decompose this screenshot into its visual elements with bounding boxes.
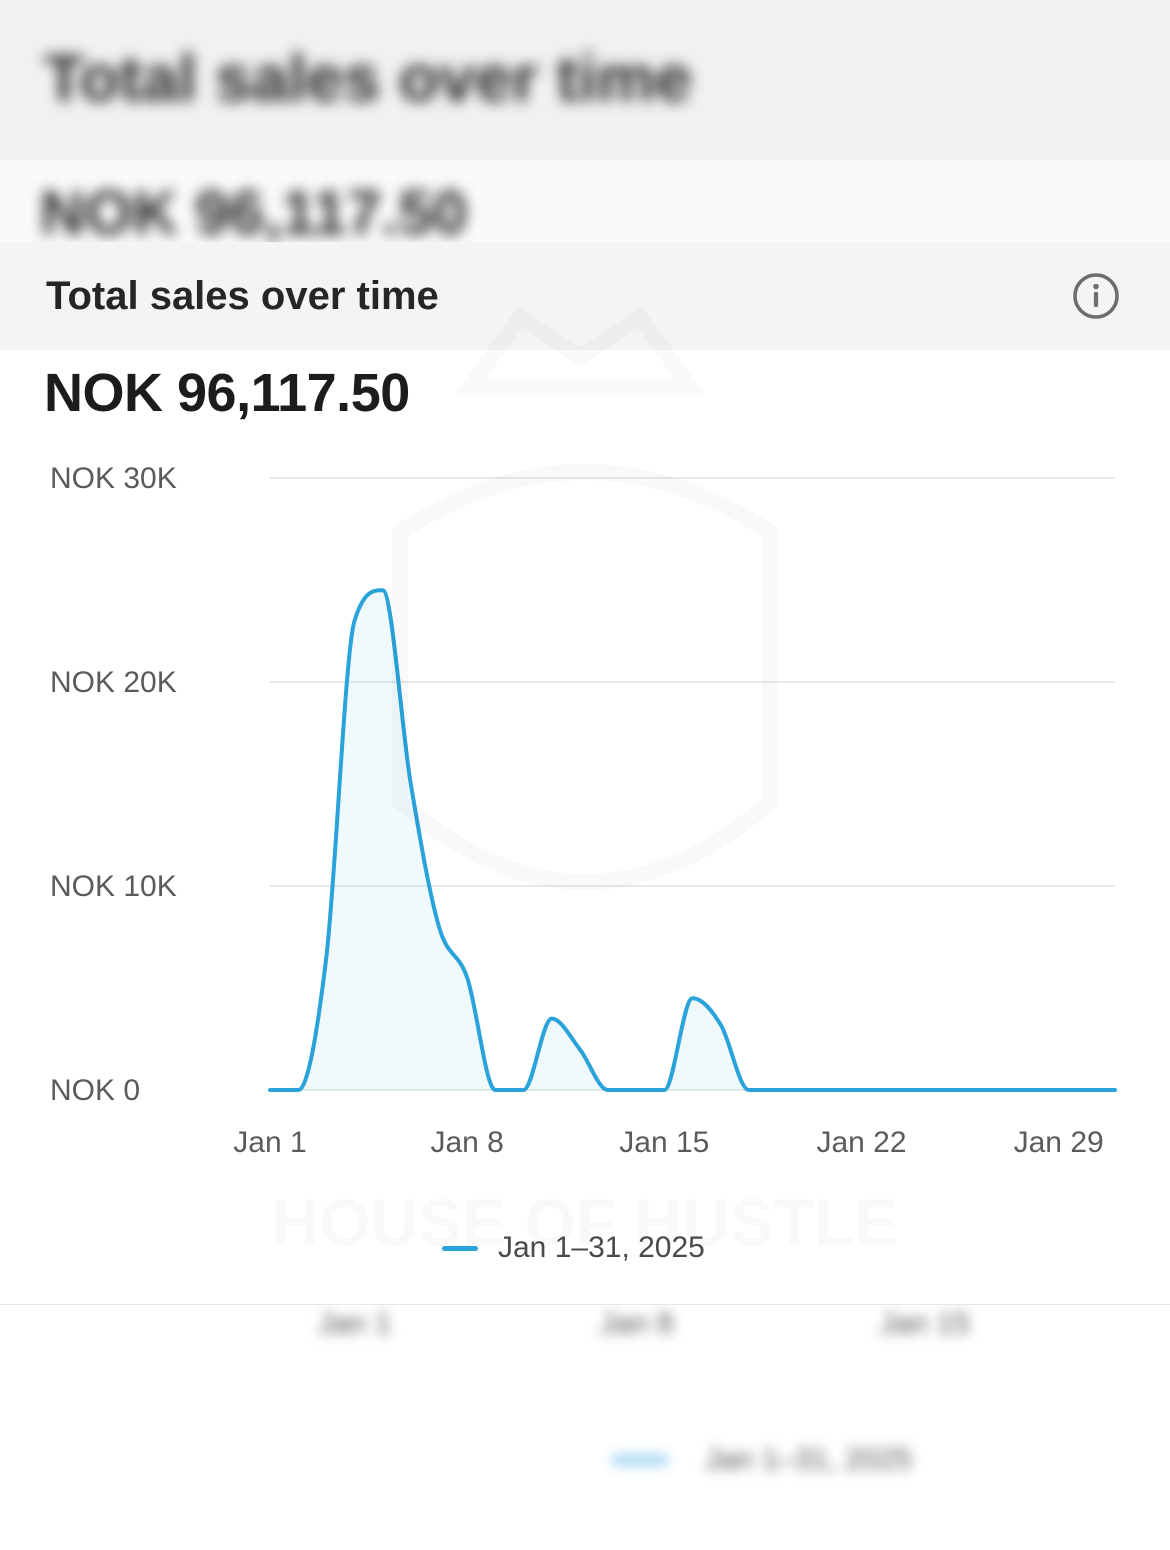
chart-legend[interactable]: Jan 1–31, 2025 <box>442 1228 705 1268</box>
data-point <box>802 1087 808 1093</box>
blurred-tick: Jan 8 <box>600 1307 674 1340</box>
x-tick-label: Jan 1 <box>233 1126 306 1159</box>
blurred-legend-swatch <box>612 1455 668 1465</box>
data-point <box>1028 1087 1034 1093</box>
card-title: Total sales over time <box>46 274 439 318</box>
data-point <box>830 1087 836 1093</box>
y-tick-label: NOK 20K <box>50 666 177 699</box>
blurred-title: Total sales over time <box>44 41 693 115</box>
series-line <box>268 588 1117 1092</box>
data-point <box>999 1087 1005 1093</box>
data-point <box>971 1087 977 1093</box>
blurred-tick: Jan 15 <box>880 1307 971 1340</box>
data-point <box>1112 1087 1118 1093</box>
data-point <box>436 924 442 930</box>
info-icon[interactable] <box>1070 270 1122 322</box>
blurred-band <box>0 160 1170 242</box>
data-point <box>915 1087 921 1093</box>
blurred-tick: Jan 1 <box>318 1307 392 1340</box>
x-tick-label: Jan 15 <box>619 1126 709 1159</box>
data-point <box>352 618 358 624</box>
data-point <box>690 995 696 1001</box>
data-point <box>521 1087 527 1093</box>
data-point <box>492 1087 498 1093</box>
card-header: Total sales over time <box>0 242 1170 350</box>
data-point <box>408 781 414 787</box>
data-point <box>859 1087 865 1093</box>
blurred-background-footer: Jan 1 Jan 8 Jan 15 Jan 1–31, 2025 <box>0 1305 1170 1550</box>
x-tick-label: Jan 22 <box>816 1126 906 1159</box>
data-point <box>577 1046 583 1052</box>
data-point <box>1056 1087 1062 1093</box>
data-point <box>605 1087 611 1093</box>
data-point <box>943 1087 949 1093</box>
data-point <box>633 1087 639 1093</box>
sales-line-chart: NOK 0 NOK 10K NOK 20K NOK 30K Jan 1 Jan 8 Jan … <box>50 462 1118 1159</box>
data-point <box>323 954 329 960</box>
x-tick-label: Jan 8 <box>430 1126 503 1159</box>
data-point <box>295 1087 301 1093</box>
legend-swatch <box>442 1245 478 1251</box>
blurred-total: NOK 96,117.50 <box>40 179 468 242</box>
data-point <box>774 1087 780 1093</box>
blurred-background-header: Total sales over time NOK 96,117.50 <box>0 0 1170 242</box>
data-point <box>887 1087 893 1093</box>
data-point <box>464 975 470 981</box>
data-point <box>718 1022 724 1028</box>
x-tick-label: Jan 29 <box>1014 1126 1104 1159</box>
y-tick-label: NOK 10K <box>50 870 177 903</box>
data-point <box>1084 1087 1090 1093</box>
legend-label: Jan 1–31, 2025 <box>498 1231 705 1264</box>
data-point <box>746 1087 752 1093</box>
data-point <box>380 587 386 593</box>
y-tick-label: NOK 0 <box>50 1074 140 1107</box>
sales-chart-card: Total sales over time NOK 96,117.50 NOK … <box>0 242 1170 1306</box>
data-point <box>549 1016 555 1022</box>
data-point <box>267 1087 273 1093</box>
data-point <box>661 1087 667 1093</box>
y-tick-label: NOK 30K <box>50 462 177 495</box>
series-area-fill <box>270 590 1115 1090</box>
total-sales-amount: NOK 96,117.50 <box>44 363 410 423</box>
blurred-legend-label: Jan 1–31, 2025 <box>705 1443 912 1476</box>
